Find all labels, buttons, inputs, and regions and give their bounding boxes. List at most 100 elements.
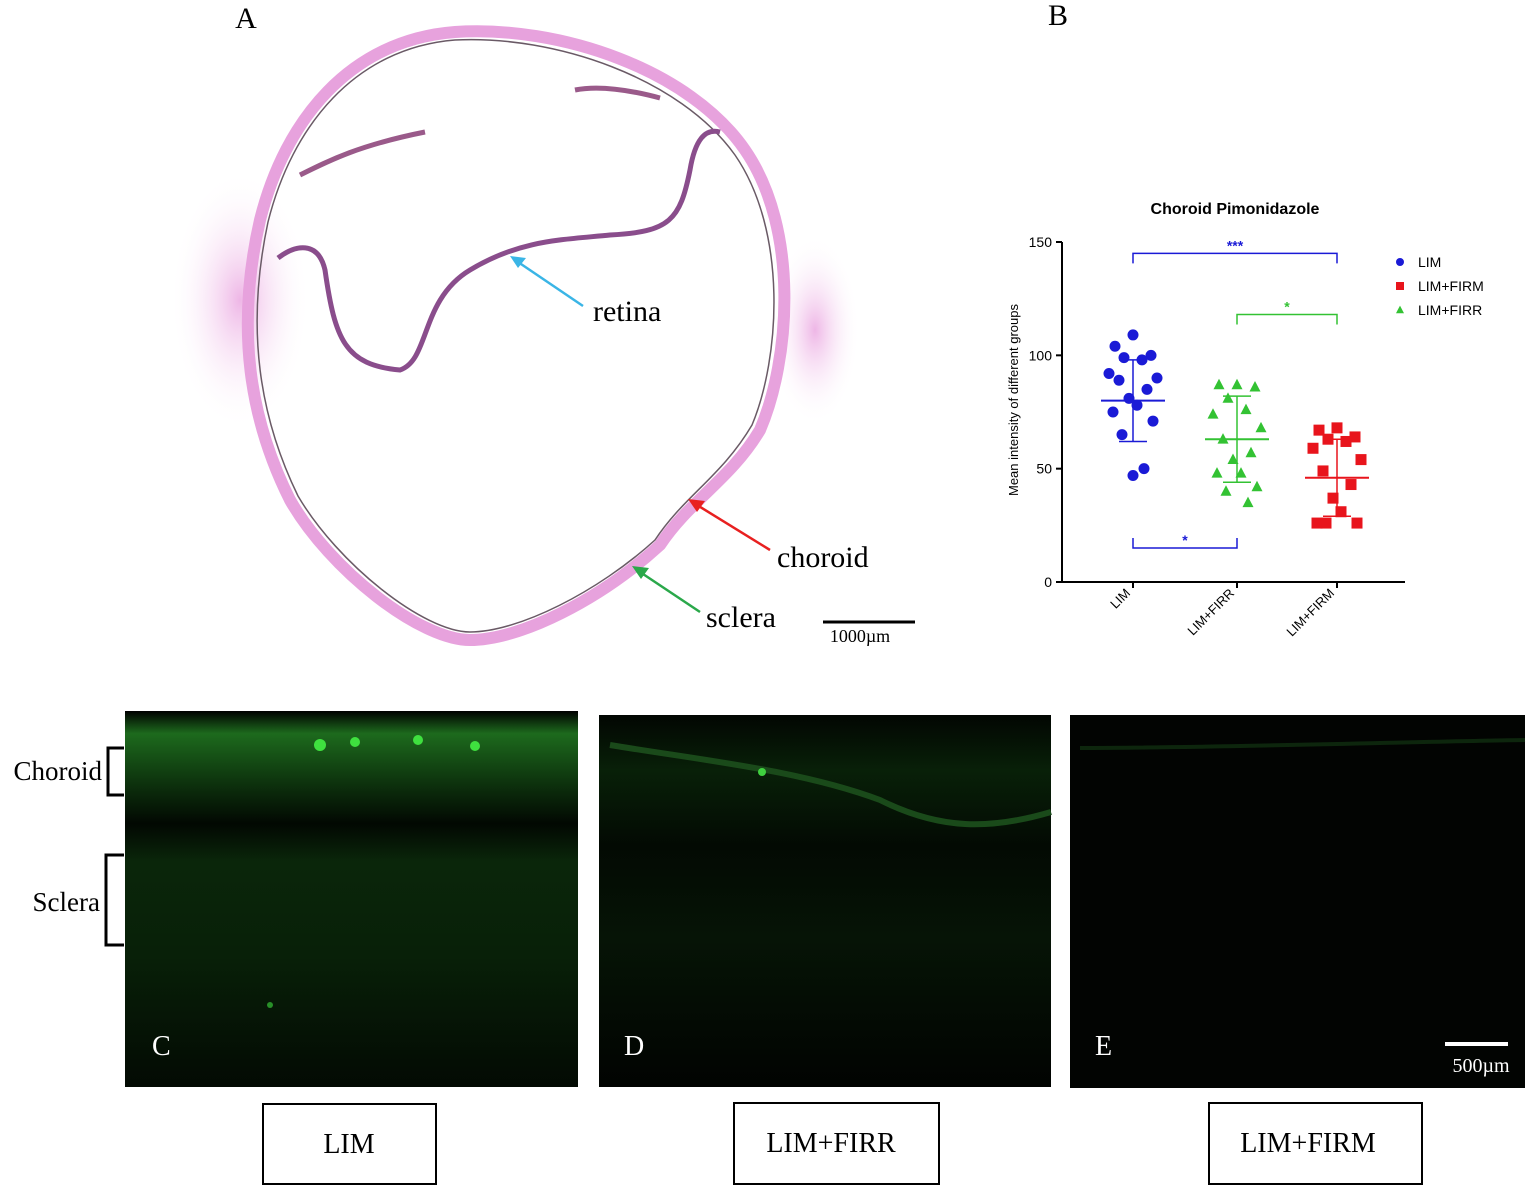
arrowhead xyxy=(632,566,649,579)
legend-entry: LIM+FIRM xyxy=(1396,278,1484,294)
data-point xyxy=(1335,506,1347,518)
y-tick-label: 0 xyxy=(1044,574,1052,590)
data-point xyxy=(1327,492,1339,504)
data-point xyxy=(1145,349,1157,361)
legend-label: LIM+FIRR xyxy=(1418,302,1482,318)
panel-label: E xyxy=(1095,1031,1112,1062)
sclera-outline xyxy=(241,25,791,647)
data-point xyxy=(1127,469,1139,481)
data-point xyxy=(1141,383,1153,395)
data-point xyxy=(1116,429,1128,441)
data-point xyxy=(1355,454,1367,466)
data-point xyxy=(1213,378,1225,390)
chart-title: Choroid Pimonidazole xyxy=(1151,201,1320,218)
annotation: sclera xyxy=(706,601,776,634)
significance-bracket xyxy=(1236,313,1338,325)
x-tick-label: LIM xyxy=(1107,586,1133,612)
layer-label: Sclera xyxy=(33,887,100,917)
annotation: choroid xyxy=(777,541,869,574)
label-box xyxy=(262,1103,437,1185)
tissue xyxy=(170,170,310,430)
data-point xyxy=(1249,381,1261,392)
data-point xyxy=(1317,465,1329,477)
data-point xyxy=(1331,422,1343,434)
data-point xyxy=(1320,517,1332,529)
data-point xyxy=(1147,415,1159,427)
data-point xyxy=(1255,421,1267,433)
micrograph xyxy=(125,711,578,1087)
micrograph xyxy=(599,715,1051,1087)
data-point xyxy=(1227,453,1239,464)
panel-label: B xyxy=(1048,0,1068,32)
data-point xyxy=(1240,403,1252,415)
data-point xyxy=(1131,399,1143,411)
scale-label: 1000µm xyxy=(830,626,890,646)
retina-fold xyxy=(276,128,721,373)
data-point xyxy=(1151,372,1163,384)
y-tick-label: 50 xyxy=(1036,461,1052,477)
data-point xyxy=(1207,408,1219,419)
significance-bracket xyxy=(1132,252,1338,264)
data-point xyxy=(1127,329,1139,341)
chart: Choroid Pimonidazole Mean intensity of d… xyxy=(1006,201,1484,639)
data-point xyxy=(1245,446,1257,458)
group-label: LIM+FIRR xyxy=(766,1128,896,1159)
bracket xyxy=(106,746,124,797)
data-point xyxy=(1107,406,1119,418)
panel-label: D xyxy=(624,1031,644,1062)
legend-label: LIM+FIRM xyxy=(1418,278,1484,294)
fluorescent-spot xyxy=(758,768,766,776)
data-point xyxy=(1313,424,1325,436)
choroid-outline xyxy=(256,38,775,633)
legend-marker xyxy=(1396,282,1404,290)
data-point xyxy=(1109,340,1121,352)
y-tick-label: 150 xyxy=(1029,234,1053,250)
arrow xyxy=(517,260,584,308)
data-point xyxy=(1113,374,1125,386)
significance-bracket xyxy=(1132,538,1238,549)
label-box xyxy=(733,1102,940,1185)
significance-label: *** xyxy=(1227,237,1244,253)
arrow xyxy=(696,503,771,552)
y-axis-label: Mean intensity of different groups xyxy=(1006,304,1021,496)
ciliary xyxy=(298,85,661,178)
data-point xyxy=(1340,435,1352,447)
scale-label: 500µm xyxy=(1452,1055,1510,1077)
data-point xyxy=(1222,392,1234,403)
data-point xyxy=(1211,467,1223,478)
tissue-band xyxy=(609,742,1052,828)
arrows xyxy=(510,256,771,614)
micrograph xyxy=(1070,715,1525,1088)
data-point xyxy=(1103,367,1115,379)
bracket xyxy=(104,853,124,947)
y-tick-label: 100 xyxy=(1029,347,1053,363)
significance-label: * xyxy=(1182,532,1188,548)
panel-label: A xyxy=(235,2,257,35)
x-tick-label: LIM+FIRM xyxy=(1283,586,1337,640)
label-box xyxy=(1208,1102,1423,1185)
data-point xyxy=(1220,485,1232,496)
data-point xyxy=(1351,517,1363,529)
panel-label: C xyxy=(152,1031,171,1062)
data-point xyxy=(1345,479,1357,491)
layer-label: Choroid xyxy=(13,756,102,786)
arrowhead xyxy=(688,499,705,512)
data-point xyxy=(1231,378,1243,390)
x-tick-label: LIM+FIRR xyxy=(1184,586,1237,639)
tissue-band xyxy=(1079,738,1526,750)
legend-marker xyxy=(1396,258,1404,266)
arrow xyxy=(639,570,701,614)
data-point xyxy=(1307,442,1319,454)
legend-entry: LIM xyxy=(1396,254,1441,270)
data-point xyxy=(1311,517,1323,529)
group-label: LIM xyxy=(323,1129,374,1160)
legend-label: LIM xyxy=(1418,254,1441,270)
data-point xyxy=(1349,431,1361,443)
group-label: LIM+FIRM xyxy=(1240,1128,1376,1159)
significance-label: * xyxy=(1284,299,1290,315)
data-point xyxy=(1251,480,1263,492)
tissue xyxy=(770,235,860,425)
data-point xyxy=(1138,463,1150,475)
